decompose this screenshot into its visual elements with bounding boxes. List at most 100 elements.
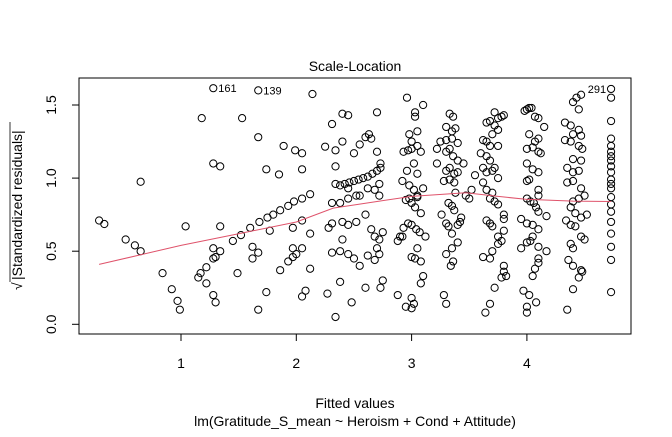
data-point (534, 114, 543, 123)
data-point (493, 174, 503, 183)
data-point (398, 176, 407, 186)
data-point (571, 209, 580, 218)
data-point (405, 194, 414, 203)
data-point (606, 116, 616, 126)
data-point (284, 201, 293, 210)
data-point (202, 263, 211, 272)
data-point (568, 97, 578, 107)
data-point (209, 290, 218, 300)
data-point (522, 302, 532, 311)
data-point (481, 308, 490, 317)
data-point (202, 279, 211, 288)
data-point (211, 298, 220, 307)
data-point (211, 252, 220, 262)
data-point (566, 239, 575, 248)
data-point (196, 269, 205, 278)
data-point (306, 264, 315, 273)
data-point (407, 293, 416, 303)
data-point (292, 250, 301, 259)
data-point (254, 248, 263, 257)
data-point (490, 108, 499, 117)
data-point (288, 223, 297, 232)
data-point (447, 244, 457, 253)
data-point (405, 130, 414, 139)
data-point (402, 93, 412, 102)
data-point (276, 266, 285, 275)
data-point (413, 169, 422, 178)
data-point (606, 156, 616, 165)
data-point (453, 238, 462, 247)
data-point (344, 184, 353, 193)
data-point (451, 188, 460, 197)
data-point (363, 251, 372, 260)
y-tick-label: 0.5 (43, 241, 59, 261)
data-point (209, 254, 218, 263)
plot-frame (78, 77, 632, 335)
data-point (488, 166, 497, 175)
data-point (525, 103, 534, 113)
data-point (327, 119, 337, 129)
data-point (450, 206, 459, 215)
data-point (401, 302, 410, 311)
data-point (421, 232, 430, 241)
data-point (254, 133, 263, 142)
data-point (534, 207, 543, 216)
data-point (370, 232, 379, 241)
data-point (233, 269, 242, 278)
data-point (375, 179, 384, 189)
data-point (528, 220, 537, 229)
data-point (606, 93, 616, 102)
data-point (457, 213, 466, 222)
data-point (254, 305, 263, 314)
data-point (606, 134, 616, 143)
data-point (525, 290, 534, 300)
data-point (442, 219, 451, 228)
data-point (407, 304, 416, 313)
data-point (367, 134, 376, 143)
data-point (451, 124, 460, 133)
data-point (606, 229, 616, 238)
data-point (375, 191, 384, 200)
data-point (442, 122, 451, 132)
data-point (493, 239, 503, 248)
data-point (306, 229, 315, 238)
data-point (488, 247, 497, 256)
data-point (534, 225, 543, 234)
data-point (173, 296, 182, 306)
data-point (347, 298, 356, 307)
data-point (493, 125, 503, 134)
data-point (499, 226, 508, 235)
data-point (209, 159, 218, 168)
data-point (566, 220, 575, 229)
sqrt-symbol: √ (9, 282, 25, 290)
data-point (450, 178, 459, 187)
data-point (528, 143, 537, 152)
data-point (453, 220, 462, 229)
data-point (576, 184, 586, 193)
data-point (445, 144, 454, 153)
data-point (568, 130, 578, 139)
data-point (488, 222, 497, 231)
data-point (416, 147, 425, 156)
data-point (121, 235, 130, 244)
data-point (446, 261, 455, 270)
model-formula-subtitle: lm(Gratitude_S_mean ~ Heroism + Cond + A… (194, 413, 516, 429)
data-point (416, 279, 425, 288)
data-point (568, 168, 578, 177)
data-point (447, 134, 457, 143)
data-point (167, 285, 176, 294)
data-point (255, 217, 264, 227)
data-point (336, 247, 345, 256)
data-point (534, 258, 543, 267)
data-point (432, 159, 442, 168)
data-point (485, 219, 495, 228)
x-axis-label: Fitted values (315, 395, 394, 411)
data-point (564, 255, 573, 265)
data-point (393, 290, 402, 300)
data-point (254, 86, 263, 95)
data-point (410, 108, 420, 117)
data-point (528, 232, 537, 241)
data-point (308, 89, 317, 99)
data-point (566, 137, 575, 146)
data-point (376, 159, 385, 168)
